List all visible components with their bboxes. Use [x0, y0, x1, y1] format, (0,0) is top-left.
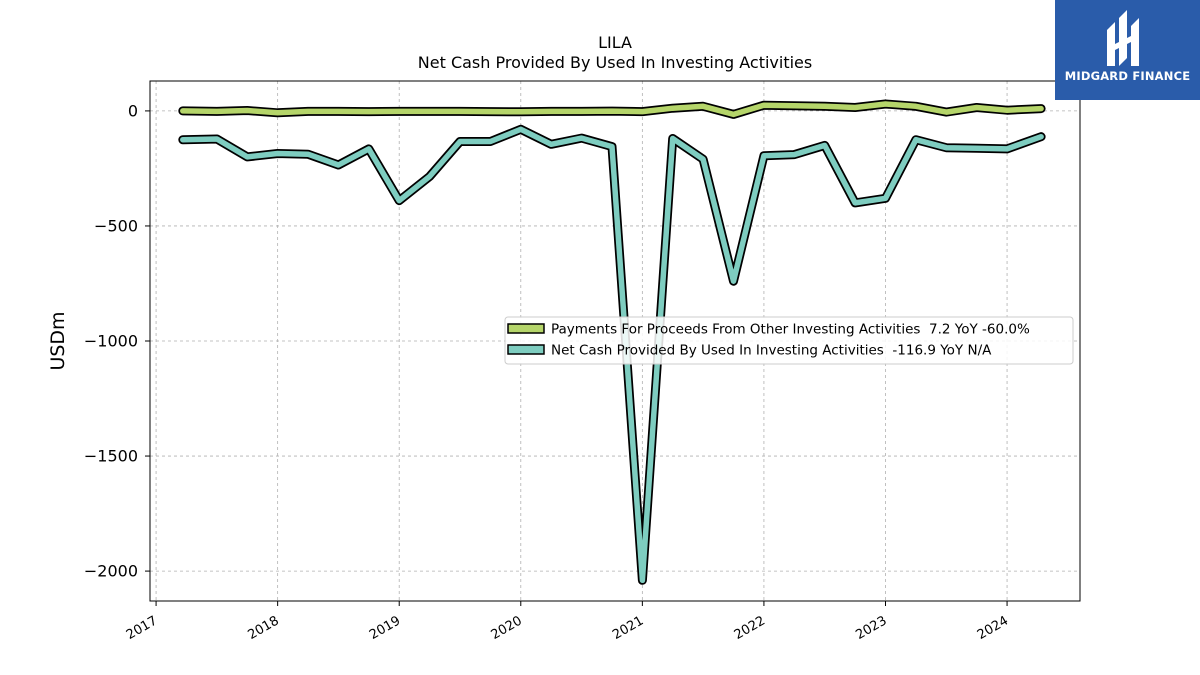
series-1-point: [247, 156, 248, 157]
series-line: [180, 101, 1044, 118]
series-0-point: [703, 106, 704, 107]
series-0-point: [794, 105, 795, 106]
series-0-point: [976, 107, 977, 108]
series-1-point: [429, 176, 430, 177]
series-1-point: [794, 154, 795, 155]
series-0-point: [429, 111, 430, 112]
series-1-point: [216, 139, 217, 140]
midgard-logo-icon: [1107, 10, 1139, 66]
series-0-group: [178, 99, 1046, 119]
series-1-point: [551, 144, 552, 145]
series-0-point: [1041, 108, 1042, 109]
brand-logo: MIDGARD FINANCE: [1055, 0, 1200, 100]
series-line: [180, 126, 1044, 584]
x-tick-label: 2020: [489, 613, 525, 643]
legend-label-payments: Payments For Proceeds From Other Investi…: [551, 322, 1030, 338]
series-0-point: [551, 111, 552, 112]
series-lines: [178, 99, 1046, 585]
series-1-point: [368, 148, 369, 149]
series-0-point: [885, 104, 886, 105]
y-tick-label: −500: [94, 216, 138, 235]
x-tick-label: 2017: [124, 613, 160, 643]
series-0-point: [733, 114, 734, 115]
series-0-point: [338, 111, 339, 112]
series-0-point: [612, 111, 613, 112]
series-0-point: [308, 111, 309, 112]
series-1-group: [178, 124, 1046, 585]
y-tick-label: 0: [128, 101, 138, 120]
legend-swatch-payments: [507, 323, 545, 334]
series-0-point: [763, 105, 764, 106]
grid: [150, 81, 1080, 601]
chart-subtitle: Net Cash Provided By Used In Investing A…: [418, 53, 812, 72]
series-0-point: [855, 107, 856, 108]
series-0-point: [216, 111, 217, 112]
y-tick-label: −1000: [84, 332, 138, 351]
series-1-point: [338, 165, 339, 166]
series-1-point: [460, 141, 461, 142]
series-1-point: [612, 146, 613, 147]
series-1-point: [182, 139, 183, 140]
y-axis-label: USDm: [47, 311, 69, 370]
x-tick-label: 2023: [853, 613, 889, 643]
series-0-point: [277, 112, 278, 113]
chart-title: LILA: [598, 33, 632, 52]
series-1-point: [703, 159, 704, 160]
series-1-point: [399, 200, 400, 201]
y-axis: 0 −500 −1000 −1500 −2000: [84, 101, 150, 581]
series-1-point: [672, 138, 673, 139]
x-tick-label: 2022: [732, 613, 768, 643]
series-1-point: [855, 202, 856, 203]
x-tick-label: 2018: [245, 613, 281, 643]
series-1-point: [277, 153, 278, 154]
x-tick-label: 2024: [975, 613, 1011, 643]
series-0-point: [581, 111, 582, 112]
series-1-point: [824, 145, 825, 146]
series-0-point: [182, 110, 183, 111]
series-0-point: [247, 110, 248, 111]
series-1-point: [733, 281, 734, 282]
series-1-point: [885, 198, 886, 199]
series-1-point: [581, 138, 582, 139]
x-tick-label: 2021: [610, 613, 646, 643]
series-0-point: [520, 111, 521, 112]
legend: Payments For Proceeds From Other Investi…: [504, 316, 1074, 365]
series-1-point: [915, 139, 916, 140]
series-0-point: [946, 112, 947, 113]
y-tick-label: −2000: [84, 562, 138, 581]
x-tick-label: 2019: [367, 613, 403, 643]
series-0-point: [915, 106, 916, 107]
series-0-point: [490, 111, 491, 112]
legend-box: [504, 316, 1074, 365]
legend-swatch-net-cash: [507, 344, 545, 355]
x-axis: 2017 2018 2019 2020 2021 2022 2023 2024: [124, 601, 1011, 643]
series-1-point: [946, 147, 947, 148]
y-tick-label: −1500: [84, 447, 138, 466]
legend-label-net-cash: Net Cash Provided By Used In Investing A…: [551, 343, 992, 359]
series-1-point: [976, 148, 977, 149]
series-0-point: [368, 111, 369, 112]
series-1-point: [763, 155, 764, 156]
series-1-point: [520, 129, 521, 130]
series-0-point: [1007, 110, 1008, 111]
series-0-point: [642, 111, 643, 112]
series-0-point: [672, 108, 673, 109]
series-1-point: [490, 141, 491, 142]
series-0-point: [399, 111, 400, 112]
series-1-point: [642, 580, 643, 581]
series-0-point: [824, 106, 825, 107]
series-1-point: [308, 154, 309, 155]
series-1-point: [1007, 148, 1008, 149]
series-1-point: [1041, 136, 1042, 137]
series-0-point: [460, 111, 461, 112]
brand-name: MIDGARD FINANCE: [1064, 69, 1191, 83]
